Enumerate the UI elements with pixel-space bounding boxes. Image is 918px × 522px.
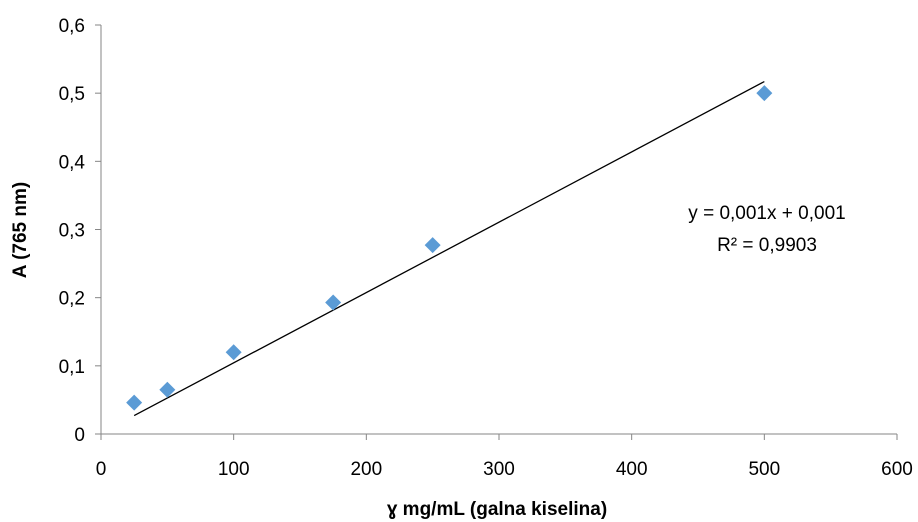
x-tick-label: 600 [881, 459, 913, 480]
x-tick-label: 300 [483, 459, 515, 480]
data-point [756, 85, 773, 102]
trendline-equation: y = 0,001x + 0,001 [688, 203, 845, 224]
y-axis-ticks: 0 0,1 0,2 0,3 0,4 0,5 0,6 [59, 16, 101, 446]
y-tick-label: 0,1 [59, 357, 85, 378]
r-squared-label: R² = 0,9903 [717, 235, 817, 256]
trendline [133, 81, 765, 417]
data-points [126, 85, 773, 411]
data-point [424, 237, 441, 254]
y-tick-label: 0,6 [59, 16, 85, 37]
x-tick-label: 0 [96, 459, 107, 480]
y-tick-label: 0,4 [59, 152, 86, 173]
x-axis-title: ɣ mg/mL (galna kiselina) [387, 499, 607, 520]
x-tick-label: 500 [748, 459, 780, 480]
x-tick-label: 100 [218, 459, 250, 480]
data-point [126, 394, 143, 411]
y-tick-label: 0,5 [59, 84, 85, 105]
x-tick-label: 200 [350, 459, 382, 480]
y-tick-label: 0,2 [59, 289, 85, 310]
y-tick-label: 0 [74, 425, 85, 446]
y-axis-title: A (765 nm) [10, 182, 31, 278]
data-point [325, 294, 342, 311]
x-tick-label: 400 [616, 459, 648, 480]
y-tick-label: 0,3 [59, 221, 85, 242]
trendline-group [133, 81, 765, 417]
x-axis-ticks: 0 100 200 300 400 500 600 [96, 434, 913, 480]
data-point [225, 344, 242, 361]
data-point [159, 381, 176, 398]
axes [100, 25, 897, 435]
